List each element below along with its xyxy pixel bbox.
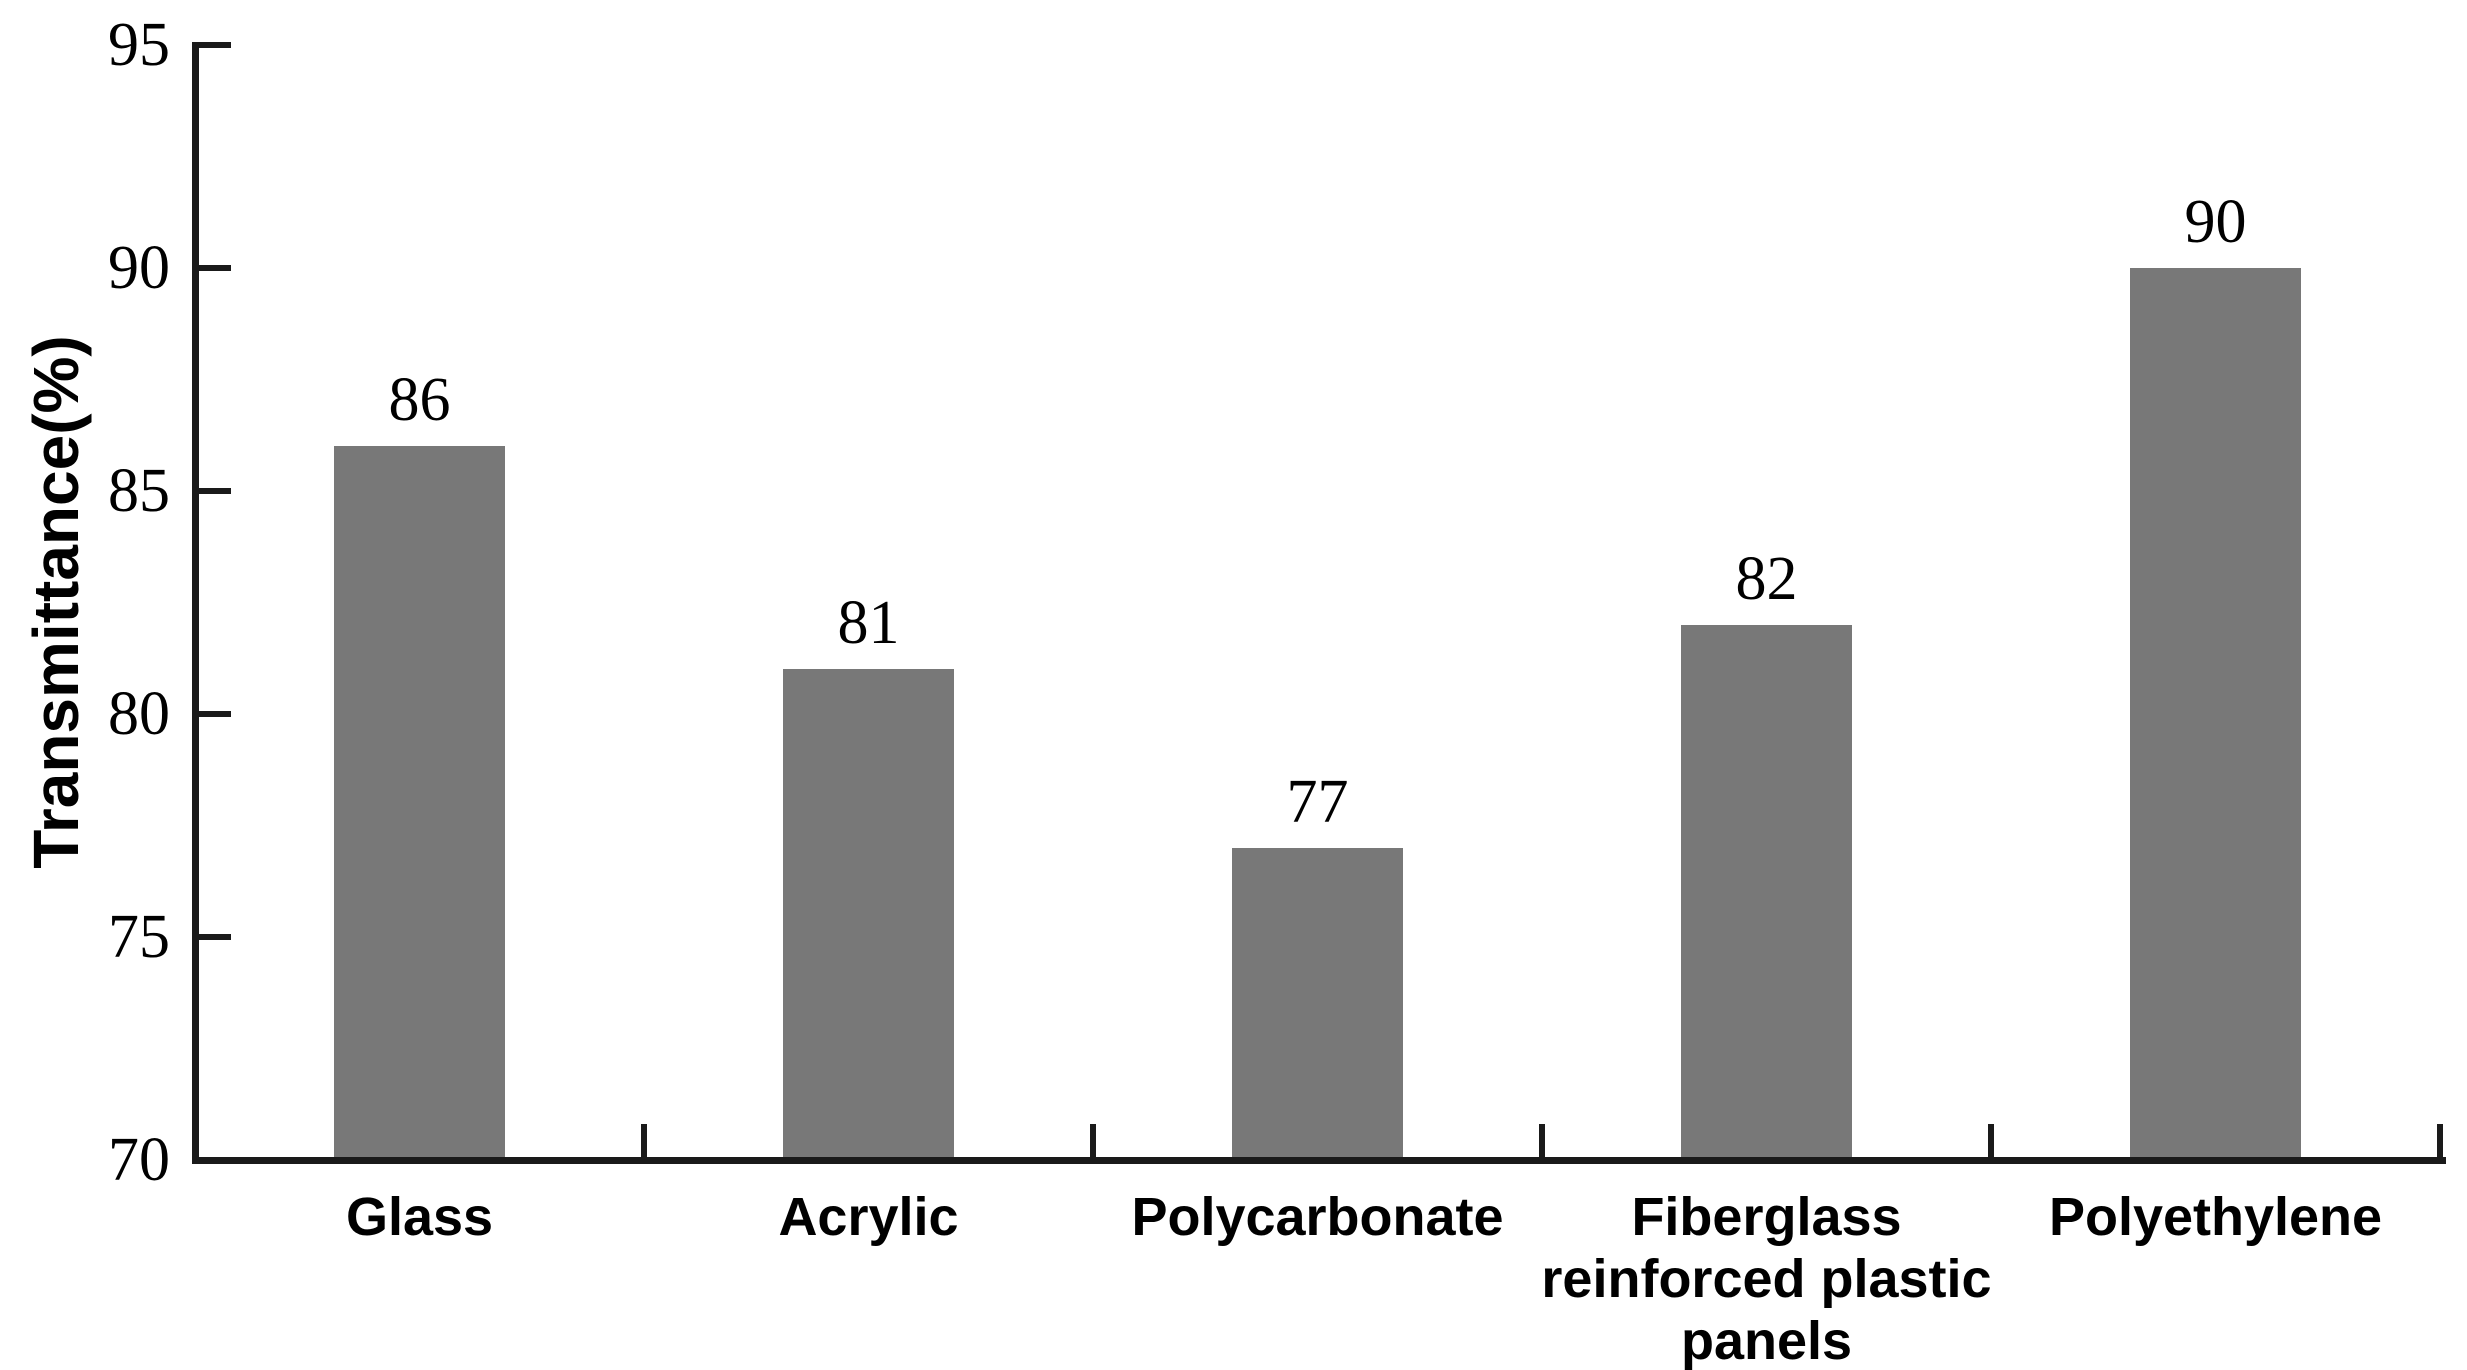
x-tick-mark bbox=[2437, 1124, 2443, 1160]
x-axis-line bbox=[192, 1157, 2446, 1164]
y-tick-label: 90 bbox=[108, 234, 170, 302]
bar-value-label: 81 bbox=[837, 589, 900, 658]
y-tick-label: 85 bbox=[108, 457, 170, 525]
bar bbox=[2130, 268, 2301, 1160]
y-tick-mark bbox=[195, 711, 231, 717]
y-tick-mark bbox=[195, 1157, 231, 1163]
y-tick-label: 70 bbox=[108, 1126, 170, 1194]
x-category-label: Glass bbox=[345, 1187, 494, 1247]
bar-value-label: 90 bbox=[2184, 188, 2247, 256]
y-tick-mark bbox=[195, 488, 231, 494]
bar bbox=[334, 446, 505, 1160]
bar-value-label: 82 bbox=[1735, 544, 1798, 613]
y-tick-label: 75 bbox=[108, 903, 170, 971]
y-tick-mark bbox=[195, 265, 231, 271]
bar bbox=[1232, 847, 1403, 1160]
y-tick-label: 80 bbox=[108, 680, 170, 748]
bar-value-label: 77 bbox=[1286, 767, 1349, 836]
bar bbox=[1681, 624, 1852, 1160]
y-tick-mark bbox=[195, 42, 231, 48]
bar bbox=[783, 669, 954, 1160]
bar-value-label: 86 bbox=[388, 366, 451, 435]
x-category-label: Acrylic bbox=[778, 1187, 959, 1247]
y-axis-line bbox=[192, 42, 199, 1163]
x-category-label: Fiberglass reinforced plastic panels bbox=[1541, 1187, 1992, 1370]
x-category-label: Polyethylene bbox=[2048, 1187, 2383, 1247]
x-tick-mark bbox=[641, 1124, 647, 1160]
x-tick-mark bbox=[1090, 1124, 1096, 1160]
y-tick-label: 95 bbox=[108, 11, 170, 79]
x-category-label: Polycarbonate bbox=[1131, 1187, 1504, 1247]
y-tick-mark bbox=[195, 934, 231, 940]
x-tick-mark bbox=[1988, 1124, 1994, 1160]
x-tick-mark bbox=[1539, 1124, 1545, 1160]
